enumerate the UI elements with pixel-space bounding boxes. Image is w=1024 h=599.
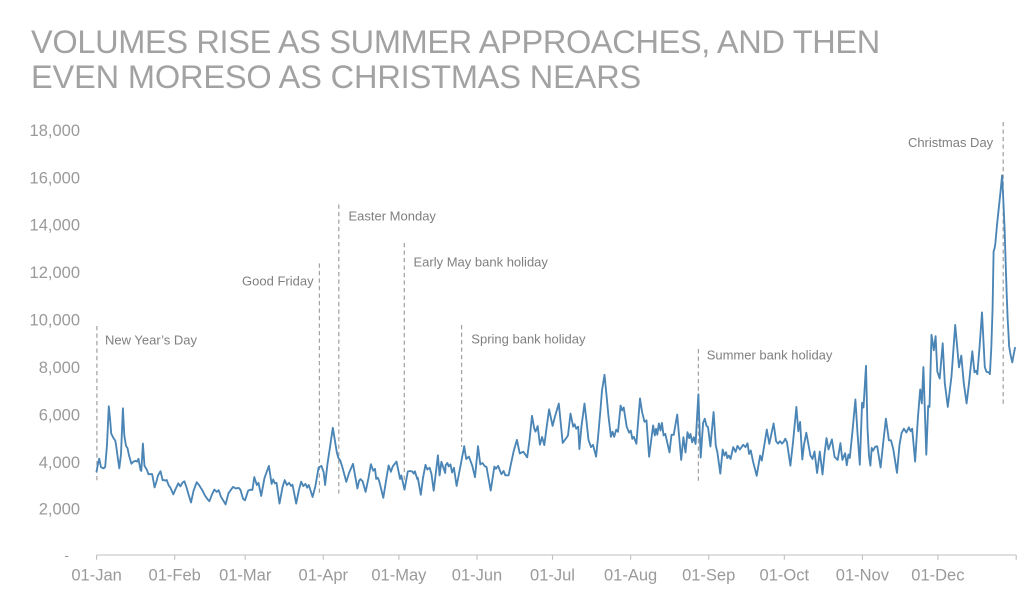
svg-text:12,000: 12,000: [30, 264, 80, 282]
svg-text:Christmas Day: Christmas Day: [908, 135, 994, 150]
svg-text:01-Jul: 01-Jul: [530, 567, 575, 585]
svg-text:01-Oct: 01-Oct: [760, 567, 810, 585]
svg-text:New Year’s Day: New Year’s Day: [105, 332, 198, 347]
svg-text:8,000: 8,000: [39, 359, 80, 377]
svg-text:Easter Monday: Easter Monday: [349, 208, 437, 223]
svg-text:01-May: 01-May: [371, 567, 427, 585]
svg-text:01-Feb: 01-Feb: [149, 567, 201, 585]
svg-text:Summer bank holiday: Summer bank holiday: [707, 348, 833, 363]
svg-text:6,000: 6,000: [39, 406, 80, 424]
svg-text:2,000: 2,000: [39, 501, 80, 519]
svg-text:01-Apr: 01-Apr: [299, 567, 349, 585]
svg-text:01-Mar: 01-Mar: [219, 567, 272, 585]
svg-text:14,000: 14,000: [30, 216, 80, 234]
svg-text:16,000: 16,000: [30, 170, 80, 188]
svg-text:Spring bank holiday: Spring bank holiday: [471, 332, 586, 347]
svg-text:Early May bank holiday: Early May bank holiday: [414, 255, 549, 270]
svg-text:-: -: [64, 547, 69, 563]
svg-text:01-Jun: 01-Jun: [452, 567, 502, 585]
svg-text:Good Friday: Good Friday: [242, 274, 314, 289]
svg-text:4,000: 4,000: [39, 454, 80, 472]
svg-text:10,000: 10,000: [30, 311, 80, 329]
svg-text:01-Jan: 01-Jan: [71, 567, 121, 585]
svg-text:01-Nov: 01-Nov: [836, 567, 890, 585]
svg-text:01-Aug: 01-Aug: [604, 567, 657, 585]
svg-text:18,000: 18,000: [30, 122, 80, 140]
svg-text:01-Sep: 01-Sep: [682, 567, 735, 585]
svg-text:01-Dec: 01-Dec: [911, 567, 964, 585]
